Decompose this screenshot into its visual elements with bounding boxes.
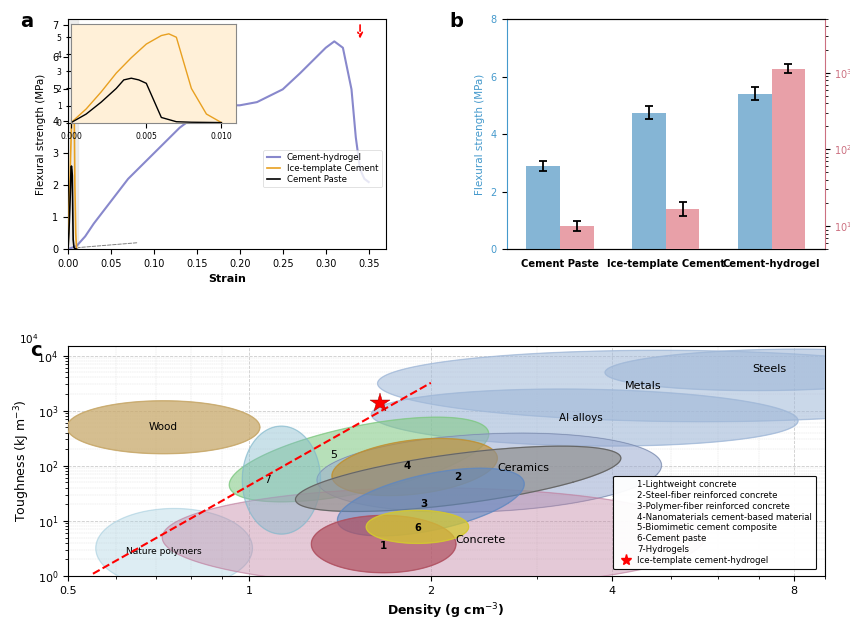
Text: 4: 4	[404, 461, 411, 471]
Polygon shape	[162, 488, 705, 587]
Line: Cement-hydrogel: Cement-hydrogel	[68, 41, 369, 249]
Cement-hydrogel	[88, 220, 99, 227]
Cement Paste	[67, 172, 77, 179]
Cement-hydrogel	[67, 244, 77, 251]
Bar	[559, 226, 593, 633]
Text: 7: 7	[264, 475, 270, 485]
Ice-template Cement	[70, 182, 80, 189]
Ice-template Cement	[69, 85, 79, 93]
Bar	[772, 69, 806, 633]
Text: Wood: Wood	[149, 422, 178, 432]
Cement-hydrogel	[235, 101, 245, 109]
Text: Nature polymers: Nature polymers	[126, 547, 201, 556]
Cement-hydrogel	[360, 175, 370, 183]
Bar	[666, 209, 700, 633]
Cement Paste	[70, 245, 80, 253]
Ice-template Cement	[66, 124, 76, 132]
Cement-hydrogel	[149, 149, 159, 157]
Text: a: a	[20, 12, 33, 31]
Polygon shape	[377, 350, 850, 422]
Y-axis label: Toughness (kJ m$^{-3}$): Toughness (kJ m$^{-3}$)	[12, 399, 32, 522]
Ice-template Cement	[71, 246, 82, 253]
Cement Paste	[65, 182, 76, 189]
Text: 3: 3	[421, 499, 428, 510]
Cement-hydrogel	[278, 85, 288, 93]
Text: Al alloys: Al alloys	[559, 413, 603, 423]
Y-axis label: Flexural strength (MPa): Flexural strength (MPa)	[475, 73, 485, 195]
Cement-hydrogel	[80, 232, 90, 240]
Polygon shape	[230, 417, 489, 502]
Text: 2: 2	[455, 472, 462, 482]
Ice-template Cement	[63, 246, 73, 253]
Cement Paste	[71, 245, 81, 253]
Cement-hydrogel	[347, 85, 357, 93]
Ice-template Cement	[69, 79, 79, 87]
Cement-hydrogel	[364, 179, 374, 186]
Legend: Cement-hydrogel, Ice-template Cement, Cement Paste: Cement-hydrogel, Ice-template Cement, Ce…	[264, 150, 382, 187]
Cement-hydrogel	[71, 242, 82, 250]
Cement Paste	[66, 165, 76, 173]
Bar	[525, 166, 559, 249]
Bar	[632, 113, 666, 249]
X-axis label: Strain: Strain	[208, 275, 246, 284]
Text: Steels: Steels	[752, 363, 787, 373]
Cement-hydrogel	[123, 175, 133, 183]
Text: 6: 6	[414, 523, 421, 533]
Cement-hydrogel	[106, 197, 116, 205]
Cement-hydrogel	[174, 124, 184, 132]
Cement-hydrogel	[201, 104, 211, 112]
Polygon shape	[317, 433, 661, 512]
Polygon shape	[96, 508, 252, 588]
Cement Paste	[66, 162, 76, 170]
Cement-hydrogel	[355, 165, 366, 173]
Cement Paste	[67, 165, 77, 173]
Line: Cement Paste: Cement Paste	[68, 166, 76, 249]
Ice-template Cement	[64, 220, 74, 227]
Cement Paste	[69, 244, 79, 251]
Polygon shape	[337, 468, 524, 536]
Ice-template Cement	[71, 229, 81, 237]
Legend: 1-Lightweight concrete, 2-Steel-fiber reinforced concrete, 3-Polymer-fiber reinf: 1-Lightweight concrete, 2-Steel-fiber re…	[613, 475, 816, 570]
Text: $10^4$: $10^4$	[19, 332, 38, 346]
Cement-hydrogel	[252, 98, 262, 106]
Bar	[738, 94, 772, 249]
Bar	[68, 19, 78, 249]
Cement-hydrogel	[329, 37, 339, 45]
Polygon shape	[371, 389, 798, 446]
Y-axis label: Flexural strength (MPa): Flexural strength (MPa)	[37, 73, 47, 195]
Text: 1: 1	[380, 541, 388, 551]
Cement Paste	[71, 246, 82, 253]
Ice-template Cement	[65, 153, 76, 160]
Ice-template Cement	[68, 82, 78, 90]
Cement Paste	[63, 246, 73, 253]
Line: Ice-template Cement: Ice-template Cement	[68, 83, 76, 249]
Polygon shape	[366, 510, 468, 543]
Polygon shape	[242, 426, 320, 534]
Text: Ceramics: Ceramics	[497, 463, 550, 473]
Ice-template Cement	[67, 98, 77, 106]
Cement-hydrogel	[351, 134, 361, 141]
Text: Concrete: Concrete	[456, 535, 506, 545]
Polygon shape	[311, 515, 456, 573]
Text: c: c	[31, 341, 42, 360]
Ice-template Cement	[65, 188, 75, 196]
Text: b: b	[450, 12, 463, 31]
Cement-hydrogel	[320, 44, 331, 51]
Cement-hydrogel	[218, 101, 228, 109]
Cement-hydrogel	[337, 44, 348, 51]
Cement Paste	[65, 207, 75, 215]
Cement Paste	[64, 229, 74, 237]
Polygon shape	[296, 446, 620, 511]
Cement-hydrogel	[295, 70, 305, 77]
X-axis label: Density (g cm$^{-3}$): Density (g cm$^{-3}$)	[388, 601, 505, 621]
Polygon shape	[605, 349, 850, 391]
Polygon shape	[332, 439, 497, 496]
Cement-hydrogel	[63, 246, 73, 253]
Text: 5: 5	[330, 449, 337, 460]
Cement Paste	[68, 235, 78, 243]
Polygon shape	[67, 401, 260, 454]
Text: Metals: Metals	[625, 381, 661, 391]
